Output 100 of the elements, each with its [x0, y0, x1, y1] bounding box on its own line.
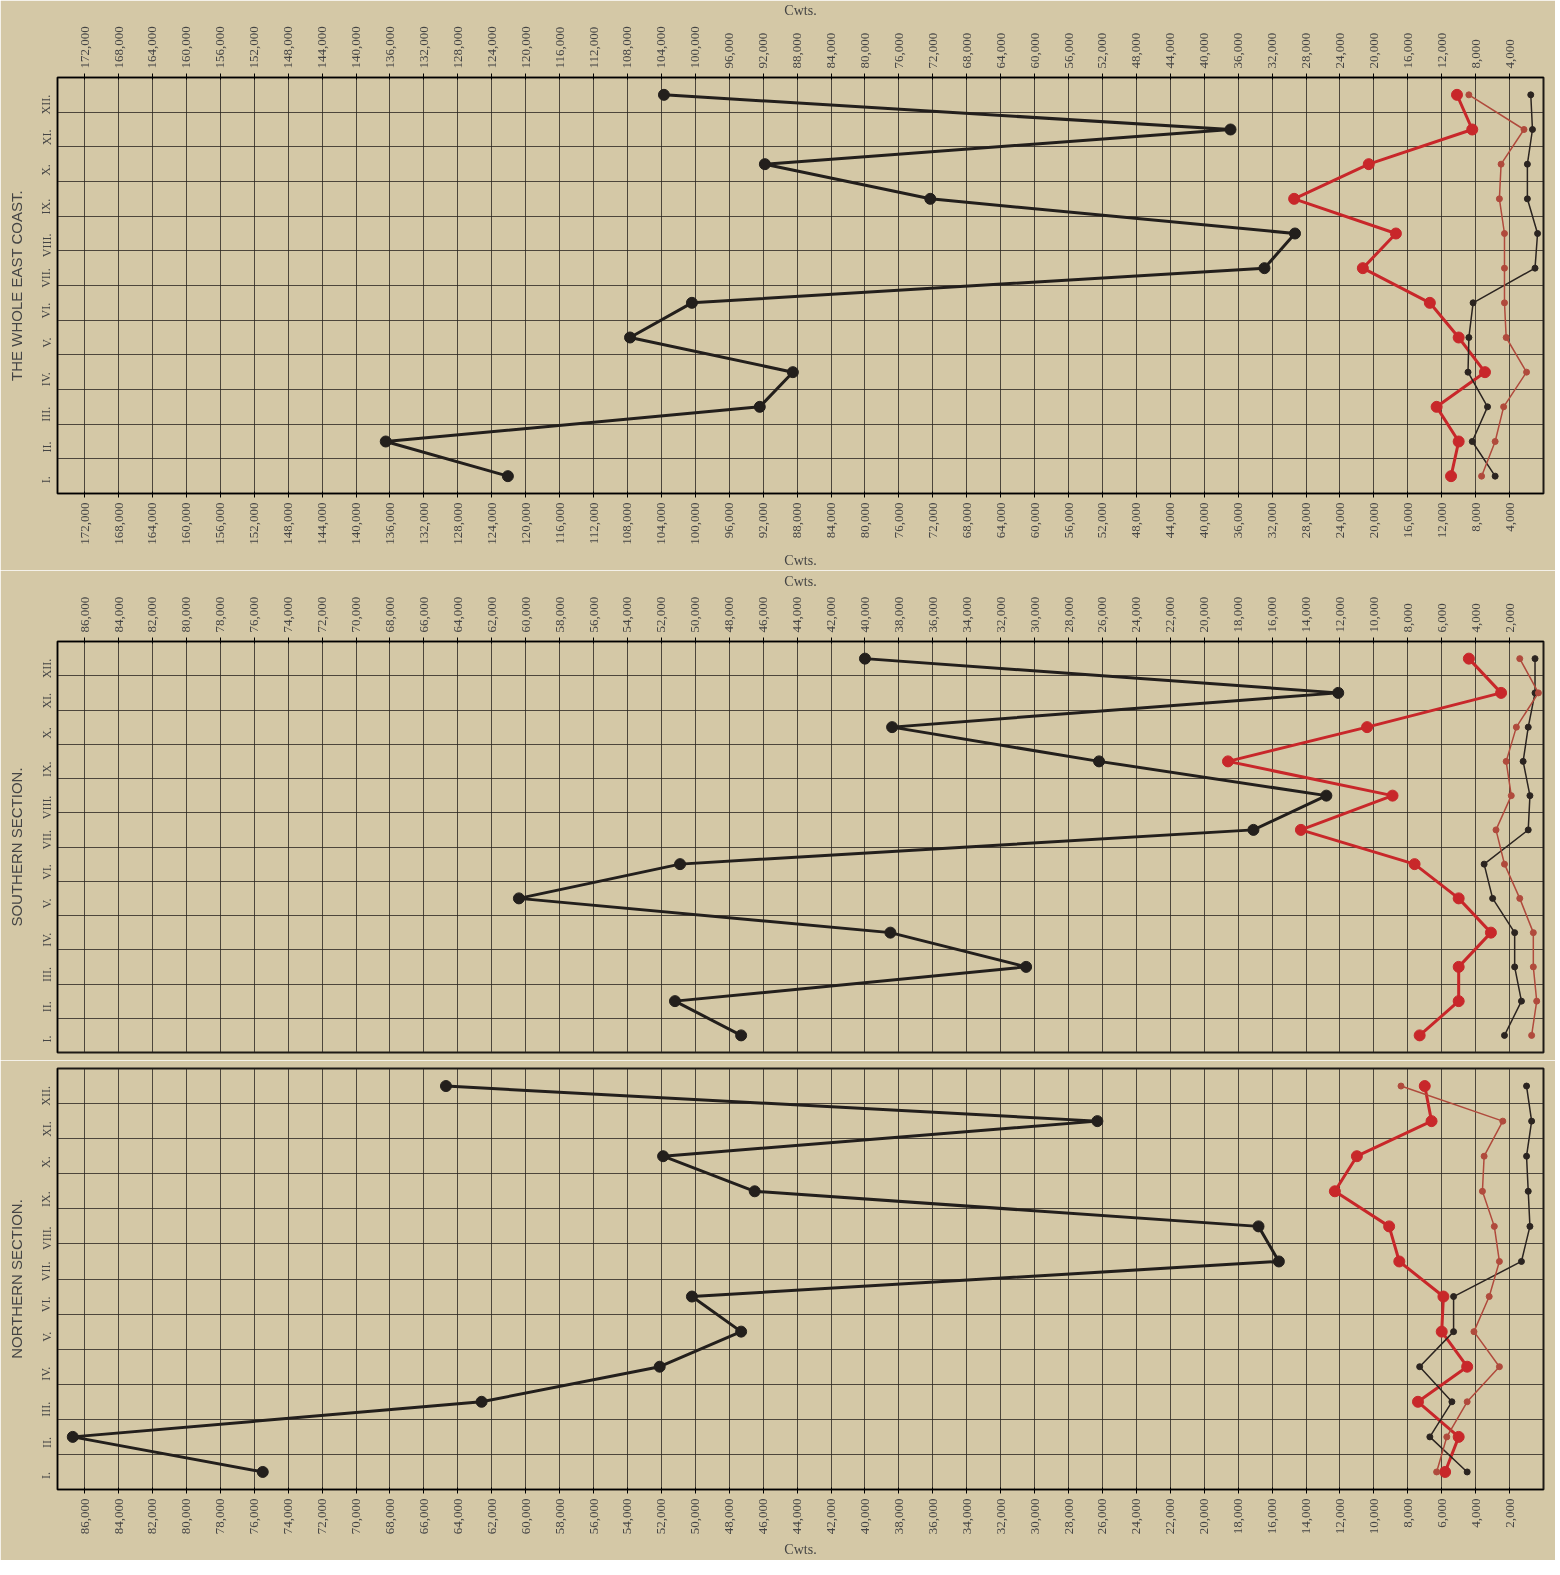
- x-tick-label: 58,000: [551, 596, 567, 633]
- y-tick-label: VI.: [39, 1296, 54, 1313]
- x-tick-label: 84,000: [110, 1498, 126, 1535]
- point: [924, 192, 937, 205]
- point: [1531, 655, 1539, 663]
- y-tick-label: X.: [39, 1156, 54, 1168]
- y-tick-label: VI.: [39, 864, 54, 880]
- x2-tick-label: 36,000: [1230, 32, 1246, 69]
- point: [1516, 894, 1524, 902]
- point: [1478, 472, 1486, 480]
- x-tick-label: 74,000: [280, 1498, 296, 1535]
- x-tick-label: 144,000: [314, 502, 330, 545]
- point: [1491, 472, 1499, 480]
- x-tick-label: 40,000: [1196, 502, 1212, 539]
- point: [1418, 1080, 1431, 1093]
- point: [379, 435, 392, 448]
- y-tick-label: II.: [39, 1436, 54, 1448]
- point: [1500, 403, 1508, 411]
- y-tick-label: XI.: [39, 129, 54, 146]
- y-tick-label: V.: [39, 898, 54, 909]
- point: [1527, 91, 1535, 99]
- point: [1517, 1257, 1525, 1265]
- x2-tick-label: 128,000: [449, 26, 465, 69]
- point: [1463, 1468, 1471, 1476]
- point: [1534, 230, 1542, 237]
- point: [1478, 366, 1491, 379]
- x-tick-label: 78,000: [212, 596, 228, 633]
- point: [1450, 88, 1463, 101]
- text: THE WHOLE EAST COAST.: [7, 190, 25, 381]
- x-tick-label: 16,000: [1264, 1498, 1280, 1535]
- x-tick-label: 78,000: [212, 1498, 228, 1535]
- point: [668, 995, 681, 1008]
- y-tick-label: IV.: [39, 932, 54, 947]
- x-tick-label: 132,000: [415, 502, 431, 545]
- x2-tick-label: 72,000: [924, 32, 940, 69]
- point: [1466, 123, 1479, 136]
- point: [1511, 929, 1519, 937]
- point: [475, 1395, 488, 1408]
- x-tick-label: 14,000: [1298, 596, 1314, 633]
- point: [1452, 960, 1465, 973]
- x-tick-label: 12,000: [1331, 1498, 1347, 1535]
- x-tick-label: 48,000: [721, 596, 737, 633]
- y-tick-label: X.: [39, 727, 54, 739]
- text: SOUTHERN SECTION.: [7, 767, 25, 927]
- point: [1526, 792, 1534, 800]
- x2-tick-label: 104,000: [653, 26, 669, 69]
- x-tick-label: 66,000: [415, 1498, 431, 1535]
- x-tick-label: 2,000: [1501, 603, 1517, 633]
- point: [1252, 1220, 1265, 1233]
- x-tick-label: 40,000: [856, 1498, 872, 1535]
- x2-tick-label: 20,000: [1365, 32, 1381, 69]
- point: [1288, 192, 1301, 205]
- point: [1464, 368, 1472, 376]
- point: [1247, 823, 1260, 836]
- x-tick-label: 64,000: [449, 1498, 465, 1535]
- point: [1490, 1222, 1498, 1230]
- x-tick-label: 168,000: [110, 502, 126, 545]
- x-tick-label: 18,000: [1230, 596, 1246, 633]
- point: [884, 926, 897, 939]
- x2-tick-label: 8,000: [1467, 39, 1483, 69]
- x-tick-label: 4,000: [1467, 603, 1483, 633]
- x-tick-label: 70,000: [348, 596, 364, 633]
- x-tick-label: 116,000: [551, 502, 567, 545]
- x-tick-label: 62,000: [483, 1498, 499, 1535]
- point: [758, 158, 771, 171]
- x-tick-label: 22,000: [1162, 1498, 1178, 1535]
- point: [1468, 438, 1476, 445]
- point: [1520, 126, 1528, 133]
- x2-tick-label: 56,000: [1060, 32, 1076, 69]
- point: [1500, 230, 1508, 237]
- x-tick-label: 24,000: [1331, 502, 1347, 539]
- point: [1413, 1029, 1426, 1042]
- y-tick-label: VIII.: [39, 233, 54, 258]
- y-tick-label: V.: [39, 337, 54, 348]
- point: [858, 652, 871, 665]
- x-tick-label: 24,000: [1128, 596, 1144, 633]
- y-tick-label: III.: [39, 1401, 54, 1417]
- point: [1484, 926, 1497, 939]
- x-axis-title: Cwts.: [784, 1542, 817, 1558]
- point: [1523, 1082, 1531, 1090]
- point: [1452, 995, 1465, 1008]
- point: [1272, 1255, 1285, 1268]
- y-tick-label: VII.: [39, 268, 54, 288]
- point: [1356, 262, 1369, 275]
- point: [1492, 826, 1500, 834]
- point: [1491, 438, 1499, 445]
- x-tick-label: 86,000: [76, 596, 92, 633]
- x-tick-label: 100,000: [687, 502, 703, 545]
- x-tick-label: 44,000: [1162, 502, 1178, 539]
- point: [1497, 160, 1505, 168]
- x-tick-label: 4,000: [1501, 502, 1517, 532]
- point: [1500, 264, 1508, 272]
- point: [1425, 1115, 1438, 1128]
- x-tick-label: 2,000: [1501, 1498, 1517, 1528]
- x-tick-label: 50,000: [687, 1498, 703, 1535]
- x-tick-label: 60,000: [517, 596, 533, 633]
- x2-tick-label: 168,000: [110, 26, 126, 69]
- x-tick-label: 10,000: [1365, 596, 1381, 633]
- point: [1258, 262, 1271, 275]
- point: [1531, 264, 1539, 272]
